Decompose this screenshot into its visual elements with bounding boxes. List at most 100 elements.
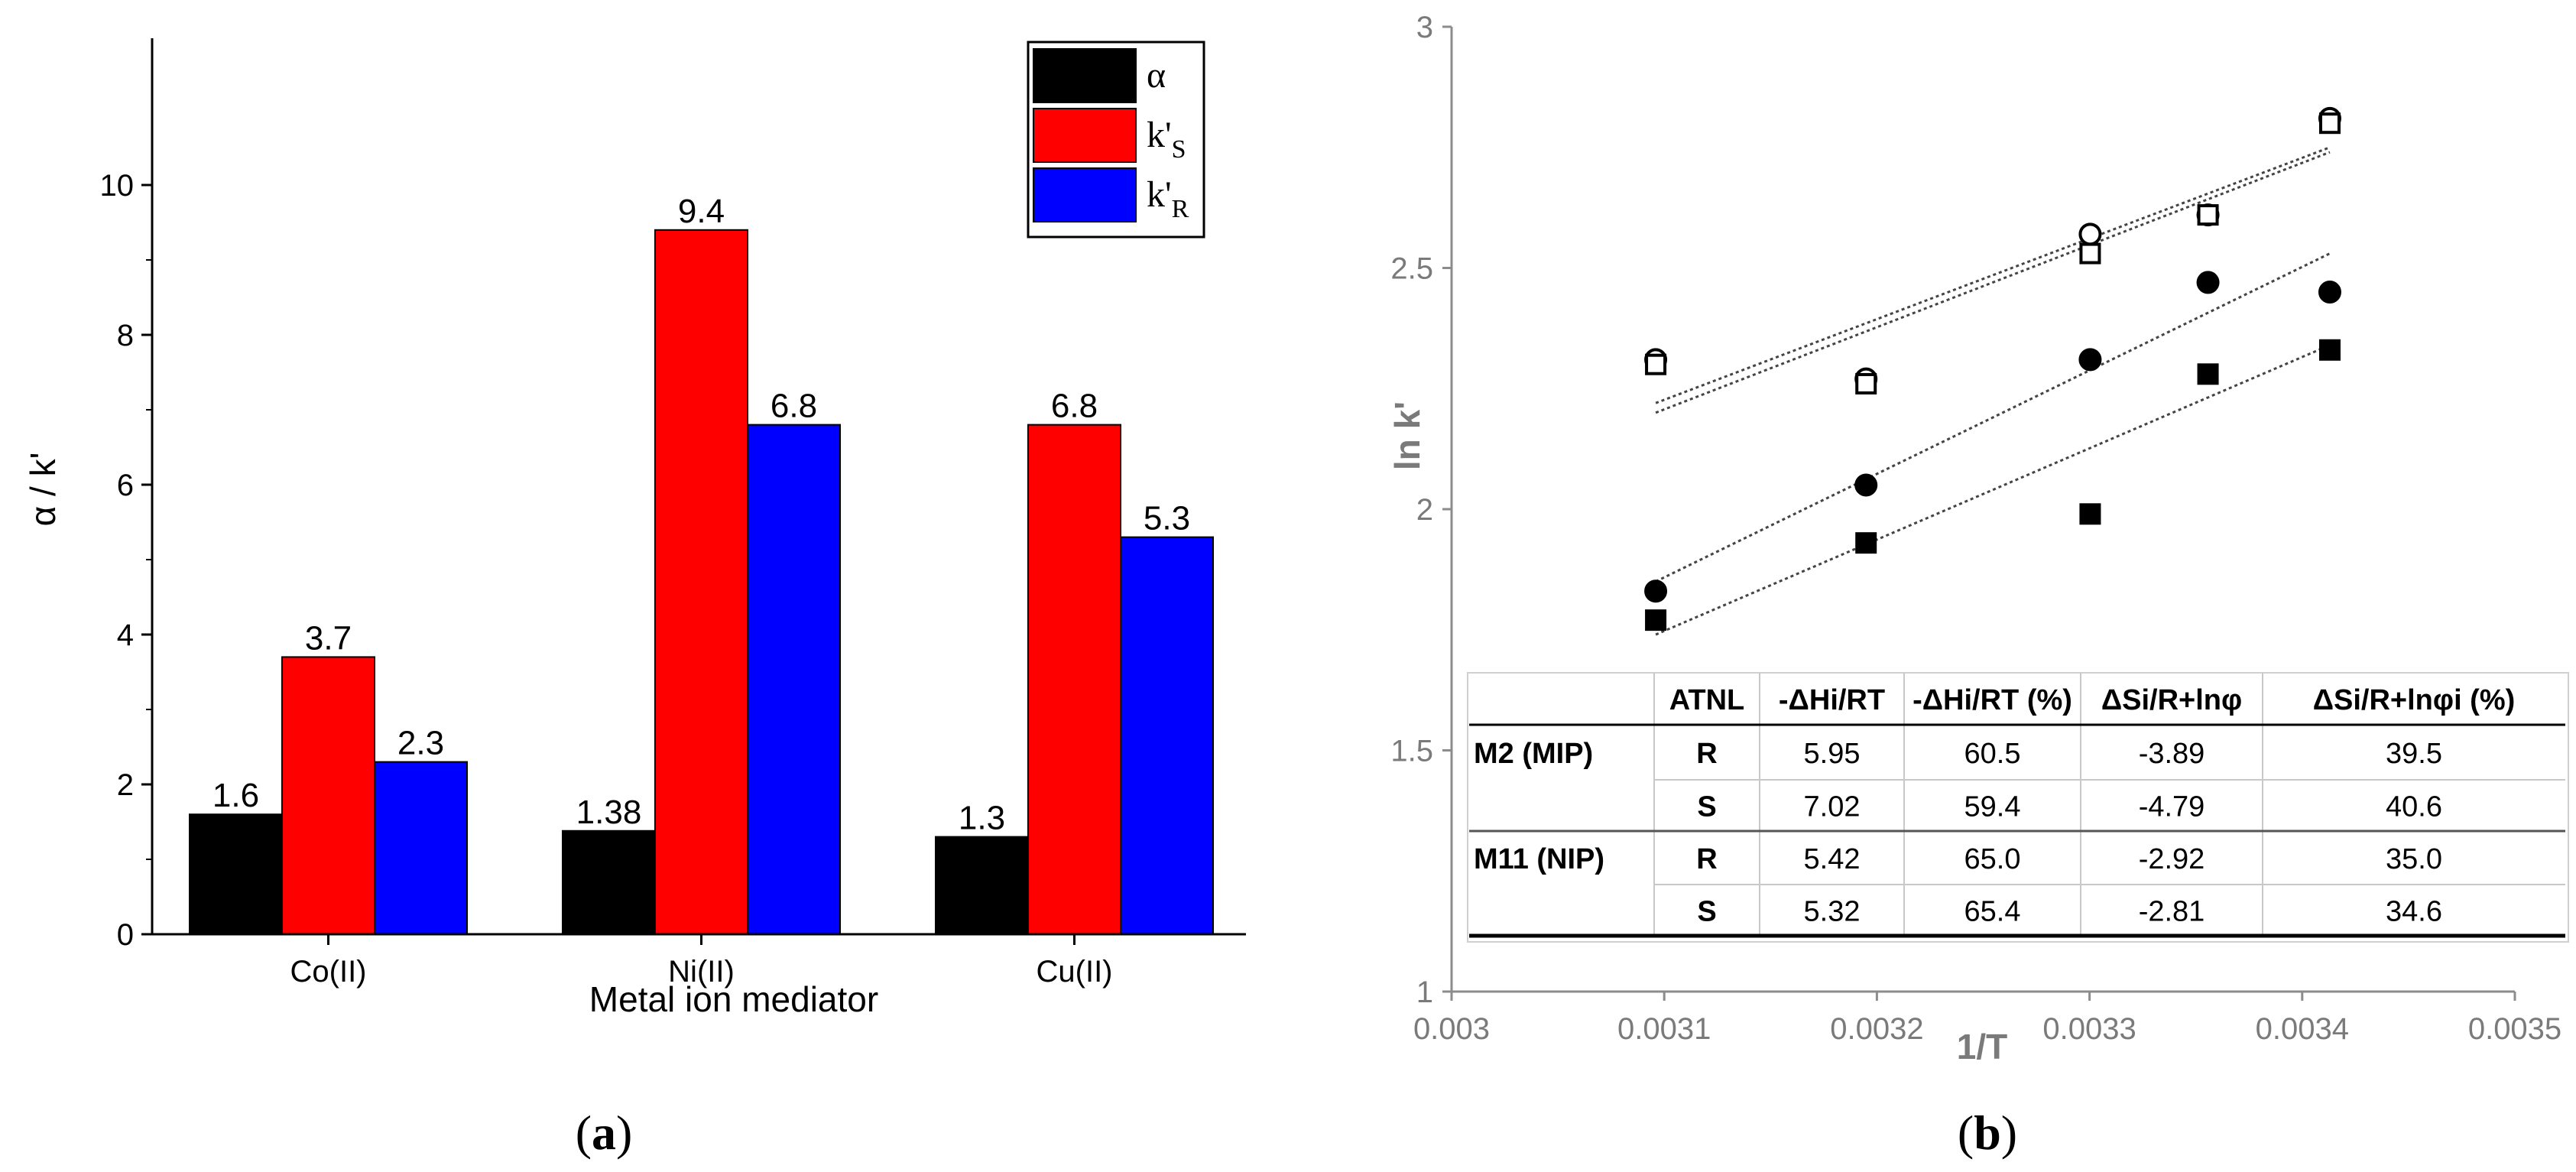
point-group	[1644, 106, 2341, 631]
y-tick-label: 3	[1416, 11, 1433, 44]
data-label-group: 1.6 1.38 1.3 3.7 9.4 6.8 2.3 6.8 5.3	[213, 193, 1190, 837]
y-tick-group: 0 2 4 6 8 10	[100, 169, 152, 952]
bar-chart: 1.6 1.38 1.3 3.7 9.4 6.8 2.3 6.8 5.3 0 2 4 6 8 10 Co(…	[23, 38, 1246, 1160]
table-cell: S	[1697, 791, 1716, 823]
table-header-cell: -ΔHi/RT	[1779, 684, 1885, 716]
x-tick-group: 0.003 0.0031 0.0032 0.0033 0.0034 0.0035	[1413, 992, 2561, 1046]
panel-b-label: (b)	[1958, 1105, 2017, 1160]
table-cell: -3.89	[2139, 738, 2205, 770]
bar-Cu(II)-1	[1027, 424, 1121, 935]
legend-label-alpha: α	[1147, 55, 1166, 96]
y-tick-label: 2.5	[1390, 252, 1433, 286]
point-filled-square	[2197, 363, 2219, 385]
table-header-cell: -ΔHi/RT (%)	[1913, 684, 2072, 716]
point-open-circle	[2078, 222, 2102, 246]
legend-swatch-alpha	[1033, 48, 1137, 103]
legend-swatch-kr	[1033, 167, 1137, 222]
table-cell: 5.42	[1804, 843, 1861, 875]
bar-Co(II)-2	[374, 761, 468, 935]
data-label: 1.3	[959, 800, 1005, 837]
data-label: 6.8	[1051, 388, 1098, 425]
point-open-square	[2079, 242, 2101, 265]
x-tick-group: Co(II) Ni(II) Cu(II)	[290, 934, 1113, 989]
x-tick-label: 0.0031	[1617, 1012, 1711, 1046]
y-tick-label: 8	[117, 319, 134, 352]
table-header-cell: ΔSi/R+lnφi (%)	[2313, 684, 2516, 716]
data-label: 9.4	[678, 193, 725, 230]
point-filled-square	[1645, 609, 1667, 631]
data-label: 1.38	[576, 794, 642, 831]
y-axis-label: ln k'	[1387, 401, 1427, 470]
bar-Ni(II)-0	[562, 829, 656, 936]
table-header-cell: ATNL	[1669, 684, 1745, 716]
scatter-chart: 11.522.53 0.003 0.0031 0.0032 0.0033 0.0034 0…	[1387, 11, 2569, 1160]
point-open-square	[1645, 353, 1667, 375]
table-cell: 34.6	[2386, 896, 2442, 928]
data-label: 1.6	[213, 777, 259, 814]
trendline-open-circle	[1655, 146, 2331, 404]
table-cells: ATNL -ΔHi/RT -ΔHi/RT (%) ΔSi/R+lnφ ΔSi/R+lnφ…	[1474, 684, 2515, 928]
y-tick-label: 2	[1416, 493, 1433, 527]
y-axis-label: α / k'	[23, 453, 63, 527]
bar-Co(II)-1	[281, 656, 375, 936]
data-label: 5.3	[1144, 500, 1190, 537]
trendline-open-square	[1655, 151, 2331, 414]
table-cell: 35.0	[2386, 843, 2442, 875]
table-cell: 65.4	[1964, 896, 2021, 928]
x-axis-label: Metal ion mediator	[589, 979, 878, 1019]
bar-group	[189, 229, 1214, 936]
table-cell: -4.79	[2139, 791, 2205, 823]
table-cell: 5.32	[1804, 896, 1861, 928]
legend: α k'S k'R	[1027, 41, 1205, 239]
table-background	[1467, 672, 2569, 943]
table-cell: 39.5	[2386, 738, 2442, 770]
x-tick-label: 0.0035	[2468, 1012, 2561, 1046]
table-cell: M11 (NIP)	[1474, 843, 1604, 875]
data-table: ATNL -ΔHi/RT -ΔHi/RT (%) ΔSi/R+lnφ ΔSi/R+lnφ…	[1467, 672, 2569, 943]
point-filled-circle	[2078, 348, 2102, 372]
table-cell: 65.0	[1964, 843, 2021, 875]
table-cell: 40.6	[2386, 791, 2442, 823]
table-cell: 60.5	[1964, 738, 2021, 770]
legend-label-ks: k'S	[1147, 115, 1186, 164]
point-filled-square	[1855, 532, 1877, 554]
x-axis-label: 1/T	[1957, 1027, 2007, 1066]
table-cell: 59.4	[1964, 791, 2021, 823]
y-tick-label: 4	[117, 618, 134, 652]
table-cell: -2.81	[2139, 896, 2205, 928]
table-cell: 7.02	[1804, 791, 1861, 823]
legend-swatch-ks	[1033, 108, 1137, 163]
y-tick-label: 10	[100, 169, 135, 203]
x-tick-label: 0.003	[1413, 1012, 1490, 1046]
panel-a-label: (a)	[576, 1105, 633, 1160]
x-tick-label: Co(II)	[290, 955, 367, 989]
trendline-filled-circle	[1655, 252, 2331, 583]
x-tick-label: Ni(II)	[668, 955, 735, 989]
table-cell: M2 (MIP)	[1474, 738, 1593, 770]
data-label: 2.3	[397, 725, 444, 762]
table-cell: S	[1697, 896, 1716, 928]
trendline-group	[1655, 146, 2331, 636]
table-cell: R	[1696, 738, 1717, 770]
table-grid	[1469, 673, 2565, 938]
x-tick-label: 0.0032	[1830, 1012, 1923, 1046]
bar-Ni(II)-2	[747, 424, 841, 935]
point-filled-circle	[2318, 281, 2341, 304]
bar-Cu(II)-0	[935, 836, 1029, 935]
point-open-square	[1855, 372, 1877, 394]
trendline-filled-square	[1655, 344, 2331, 636]
point-filled-circle	[2196, 271, 2220, 294]
data-label: 6.8	[771, 388, 817, 425]
data-label: 3.7	[305, 619, 352, 657]
legend-label-kr: k'R	[1147, 174, 1189, 223]
table-header-cell: ΔSi/R+lnφ	[2101, 684, 2242, 716]
point-open-square	[2197, 204, 2219, 226]
point-filled-circle	[1644, 580, 1668, 603]
x-tick-label: 0.0033	[2042, 1012, 2136, 1046]
bar-Ni(II)-1	[654, 229, 748, 935]
point-open-square	[2318, 112, 2341, 135]
y-tick-label: 1.5	[1390, 735, 1433, 768]
x-tick-label: Cu(II)	[1037, 955, 1113, 989]
bar-Cu(II)-2	[1120, 536, 1214, 935]
